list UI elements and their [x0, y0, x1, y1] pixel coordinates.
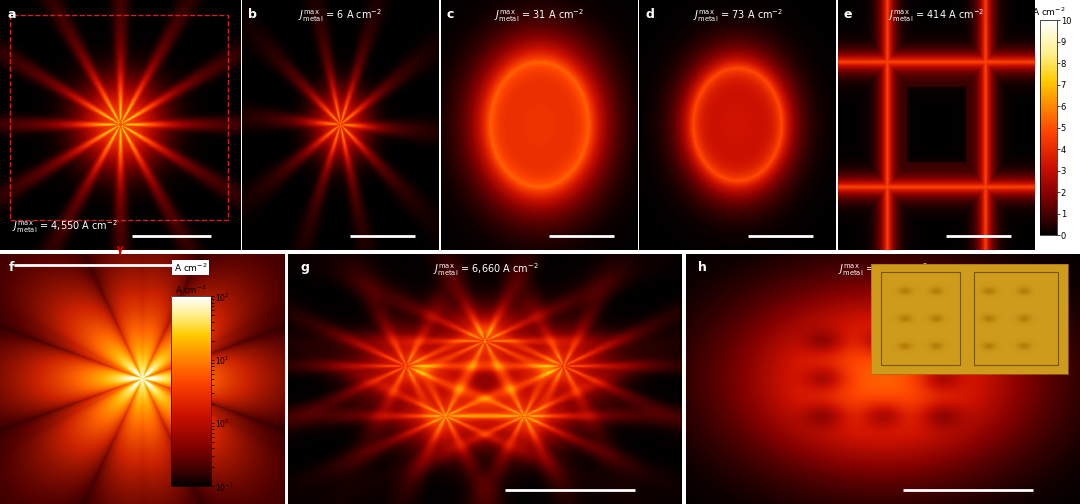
Text: a: a: [8, 8, 16, 21]
Title: A cm$^{-2}$: A cm$^{-2}$: [175, 283, 206, 296]
Text: A cm$^{-2}$: A cm$^{-2}$: [174, 262, 207, 274]
Text: b: b: [248, 8, 257, 21]
Text: g: g: [300, 262, 309, 274]
Text: $J^{\rm max}_{\rm metal}$ = 6,660 A cm$^{-2}$: $J^{\rm max}_{\rm metal}$ = 6,660 A cm$^…: [433, 262, 538, 278]
Text: c: c: [447, 8, 454, 21]
Text: $J^{\rm max}_{\rm metal}$ = 73 A cm$^{-2}$: $J^{\rm max}_{\rm metal}$ = 73 A cm$^{-2…: [692, 8, 783, 24]
Text: $J^{\rm max}_{\rm metal}$ = 4,550 A cm$^{-2}$: $J^{\rm max}_{\rm metal}$ = 4,550 A cm$^…: [12, 218, 118, 235]
Bar: [881, 272, 960, 365]
Text: f: f: [9, 262, 14, 274]
Text: $J^{\rm max}_{\rm metal}$ = 414 A cm$^{-2}$: $J^{\rm max}_{\rm metal}$ = 414 A cm$^{-…: [888, 8, 985, 24]
Title: A cm$^{-2}$: A cm$^{-2}$: [1031, 6, 1065, 18]
Text: $J^{\rm max}_{\rm metal}$ = 6 A cm$^{-2}$: $J^{\rm max}_{\rm metal}$ = 6 A cm$^{-2}…: [298, 8, 382, 24]
Text: e: e: [843, 8, 852, 21]
Text: $J^{\rm max}_{\rm metal}$ = 31 A cm$^{-2}$: $J^{\rm max}_{\rm metal}$ = 31 A cm$^{-2…: [494, 8, 584, 24]
Text: h: h: [698, 262, 706, 274]
Bar: [10, 15, 228, 220]
Bar: [974, 272, 1058, 365]
Text: d: d: [645, 8, 654, 21]
Text: $J^{\rm max}_{\rm metal}$ = 37 A cm$^{-2}$: $J^{\rm max}_{\rm metal}$ = 37 A cm$^{-2…: [838, 262, 928, 278]
